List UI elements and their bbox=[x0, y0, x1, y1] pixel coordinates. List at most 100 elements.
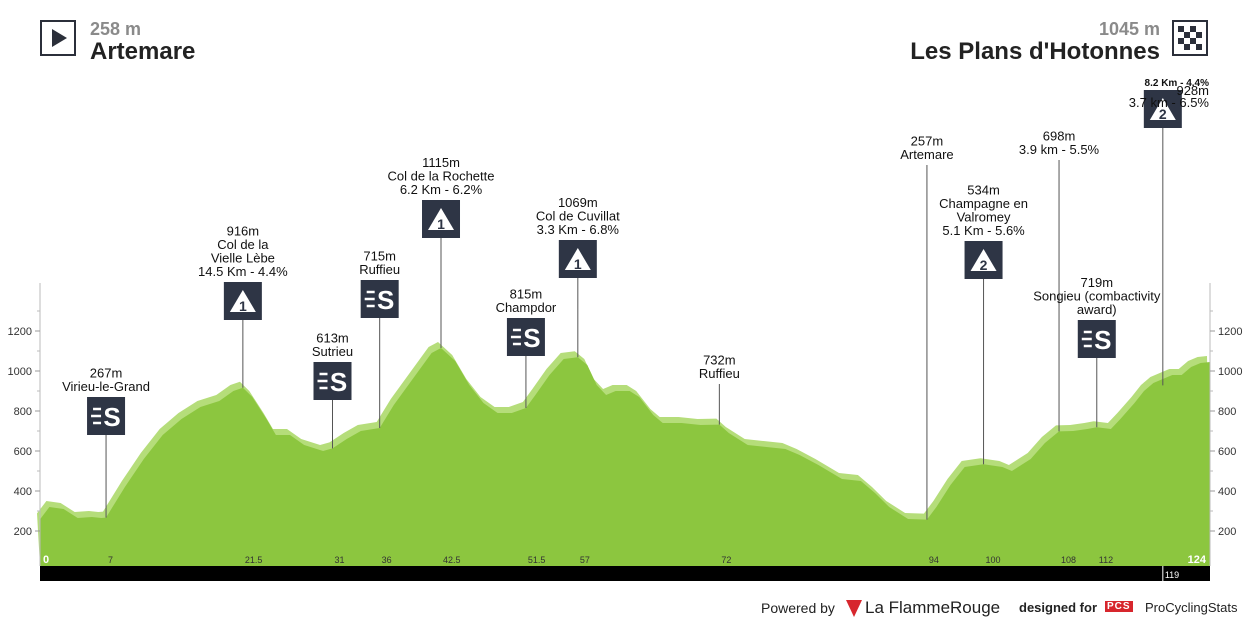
climb-marker-box bbox=[558, 240, 597, 278]
play-icon bbox=[52, 29, 67, 47]
y-tick-label-right: 800 bbox=[1218, 406, 1236, 418]
marker-label: Col de la Rochette bbox=[388, 169, 495, 184]
y-tick-label-right: 400 bbox=[1218, 486, 1236, 498]
pcs-name: ProCyclingStats bbox=[1145, 600, 1238, 615]
marker-label: 815m bbox=[510, 287, 543, 302]
y-tick-label-right: 200 bbox=[1218, 526, 1236, 538]
x-tick-label: 124 bbox=[1188, 554, 1207, 566]
marker-label: 3.9 km - 5.5% bbox=[1019, 142, 1100, 157]
climb-category-label: 1 bbox=[437, 216, 445, 232]
marker-label: Songieu (combactivity bbox=[1033, 289, 1161, 304]
marker-label: 916m bbox=[227, 224, 260, 239]
marker-label: 698m bbox=[1043, 129, 1076, 144]
climb-category-label: 2 bbox=[980, 257, 988, 273]
pcs-logo: PCS bbox=[1105, 601, 1133, 612]
sprint-icon: S bbox=[317, 367, 347, 397]
x-tick-label: 36 bbox=[382, 555, 392, 565]
marker-label: 613m bbox=[316, 331, 349, 346]
marker-label: Col de Cuvillat bbox=[536, 209, 620, 224]
mountain-triangle bbox=[229, 290, 256, 312]
y-tick-label-right: 1000 bbox=[1218, 366, 1242, 378]
y-tick-label-left: 800 bbox=[14, 406, 32, 418]
y-tick-label-left: 400 bbox=[14, 486, 32, 498]
mountain-icon: 1 bbox=[229, 290, 256, 314]
x-tick-label: 112 bbox=[1099, 555, 1113, 565]
x-tick-label: 57 bbox=[580, 555, 590, 565]
checkered-flag-icon bbox=[1178, 26, 1202, 50]
mountain-icon: 2 bbox=[970, 249, 997, 273]
marker-label: 6.2 Km - 6.2% bbox=[400, 182, 483, 197]
start-name: Artemare bbox=[90, 38, 196, 65]
marker-label: 715m bbox=[363, 249, 396, 264]
profile-area bbox=[40, 348, 1210, 566]
sprint-marker-box bbox=[87, 397, 126, 435]
y-tick-label-left: 200 bbox=[14, 526, 32, 538]
sprint-marker-box bbox=[360, 280, 399, 318]
designed-for-label: designed for bbox=[1019, 600, 1098, 615]
marker-label: 14.5 Km - 4.4% bbox=[198, 264, 288, 279]
y-tick-label-left: 1200 bbox=[8, 326, 32, 338]
marker-label: 1069m bbox=[558, 195, 598, 210]
finish-elevation: 1045 m bbox=[1098, 19, 1160, 39]
marker-label: 267m bbox=[90, 366, 123, 381]
sprint-s-glyph: S bbox=[103, 402, 120, 432]
x-tick-label: 0 bbox=[43, 554, 49, 566]
x-tick-label: 31 bbox=[335, 555, 345, 565]
x-tick-label: 94 bbox=[929, 555, 939, 565]
marker-label: 5.1 Km - 5.6% bbox=[942, 223, 1025, 238]
sprint-s-glyph: S bbox=[523, 323, 540, 353]
sprint-icon: S bbox=[510, 323, 541, 353]
marker-label: 928m bbox=[1176, 83, 1209, 98]
powered-by-label: Powered by bbox=[761, 600, 835, 616]
mountain-triangle bbox=[564, 248, 591, 270]
marker-label: 732m bbox=[703, 353, 736, 368]
sprint-marker-box bbox=[506, 318, 545, 356]
sprint-marker-box bbox=[1077, 320, 1116, 358]
marker-label: Valromey bbox=[957, 210, 1011, 225]
marker-label: Ruffieu bbox=[359, 262, 400, 277]
marker-label: 534m bbox=[967, 183, 1000, 198]
start-flag-icon bbox=[40, 20, 76, 56]
marker-label: Champdor bbox=[496, 300, 557, 315]
x-tick-label: 72 bbox=[721, 555, 731, 565]
profile-highlight bbox=[37, 342, 1210, 566]
mountain-triangle bbox=[1149, 98, 1176, 120]
sprint-marker-box bbox=[313, 362, 352, 400]
marker-label: Virieu-le-Grand bbox=[62, 379, 150, 394]
marker-label: Sutrieu bbox=[312, 344, 353, 359]
x-tick-label: 51.5 bbox=[528, 555, 546, 565]
mountain-icon: 1 bbox=[428, 208, 455, 232]
start-elevation: 258 m bbox=[90, 19, 142, 39]
mountain-icon: 2 bbox=[1149, 98, 1176, 122]
marker-label: Ruffieu bbox=[699, 366, 740, 381]
sprint-s-glyph: S bbox=[1094, 325, 1111, 355]
x-tick-label: 42.5 bbox=[443, 555, 461, 565]
pcs-logo-text: PCS bbox=[1105, 601, 1133, 612]
climb-marker-box bbox=[1143, 90, 1182, 128]
climb-marker-box bbox=[422, 200, 461, 238]
marker-label: Col de la bbox=[217, 237, 269, 252]
finish-flag-icon bbox=[1172, 20, 1208, 56]
sprint-s-glyph: S bbox=[377, 285, 394, 315]
distance-bar bbox=[40, 566, 1210, 581]
sprint-icon: S bbox=[364, 285, 394, 315]
y-tick-label-left: 1000 bbox=[8, 366, 32, 378]
mountain-triangle bbox=[970, 249, 997, 271]
x-tick-label: 7 bbox=[108, 555, 113, 565]
marker-label: Artemare bbox=[900, 147, 953, 162]
finish-name: Les Plans d'Hotonnes bbox=[910, 38, 1160, 65]
marker-label: award) bbox=[1077, 302, 1117, 317]
marker-label: 1115m bbox=[422, 155, 460, 170]
mountain-triangle bbox=[428, 208, 455, 230]
sprint-icon: S bbox=[91, 402, 121, 432]
climb-category-label: 2 bbox=[1159, 106, 1167, 122]
climb-category-label: 1 bbox=[574, 256, 582, 272]
climb-marker-box bbox=[223, 282, 262, 320]
x-tick-label: 21.5 bbox=[245, 555, 263, 565]
climb-category-label: 1 bbox=[239, 298, 247, 314]
flamme-rouge-brand: La FlammeRouge bbox=[865, 598, 1001, 617]
x-tick-label: 108 bbox=[1061, 555, 1076, 565]
x-tick-label: 100 bbox=[986, 555, 1001, 565]
